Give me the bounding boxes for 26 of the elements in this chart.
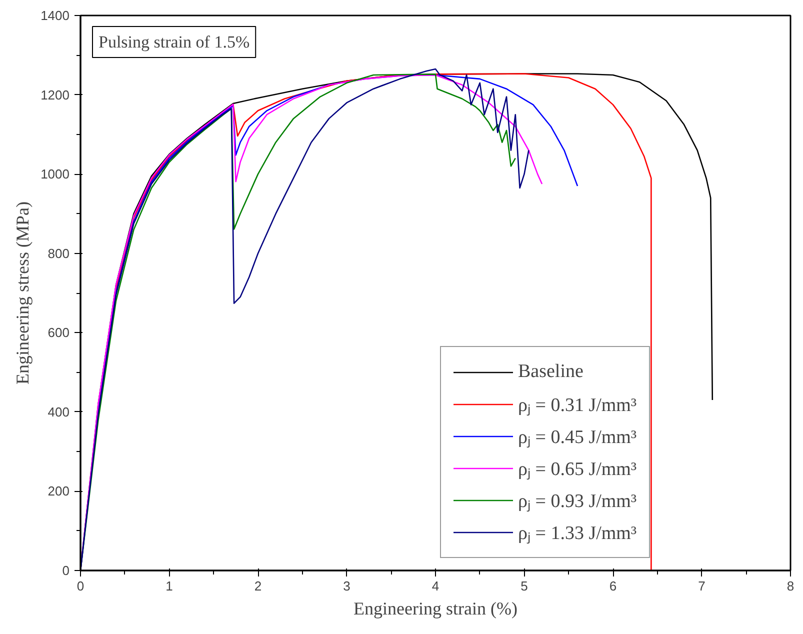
legend-label: Baseline: [518, 360, 584, 384]
y-tick-label: 0: [62, 563, 70, 578]
x-tick-label: 5: [520, 578, 528, 594]
annotation: Pulsing strain of 1.5%: [98, 32, 250, 52]
x-tick-label: 0: [76, 578, 84, 594]
x-tick-label: 6: [609, 578, 617, 594]
x-tick-label: 1: [166, 578, 173, 594]
legend-label: ρⱼ = 1.33 J/mm³: [518, 522, 637, 545]
legend-label: ρⱼ = 0.93 J/mm³: [518, 490, 637, 513]
x-tick-label: 7: [698, 578, 706, 594]
x-tick-label: 2: [254, 578, 262, 594]
x-axis-title: Engineering strain (%): [354, 598, 518, 618]
y-tick-label: 600: [48, 325, 70, 340]
legend-label: ρⱼ = 0.45 J/mm³: [518, 426, 637, 449]
y-tick-label: 1200: [40, 87, 70, 102]
legend-label: ρⱼ = 0.31 J/mm³: [518, 394, 637, 417]
x-tick-label: 8: [786, 578, 794, 594]
y-tick-label: 200: [48, 484, 70, 499]
x-tick-label: 3: [343, 578, 350, 594]
x-tick-label: 4: [432, 578, 440, 594]
y-tick-label: 400: [48, 404, 70, 420]
y-tick-label: 800: [48, 246, 70, 261]
y-axis-title: Engineering stress (MPa): [12, 202, 33, 384]
y-tick-label: 1400: [40, 8, 70, 23]
y-tick-label: 1000: [40, 166, 70, 182]
legend-label: ρⱼ = 0.65 J/mm³: [518, 458, 637, 481]
